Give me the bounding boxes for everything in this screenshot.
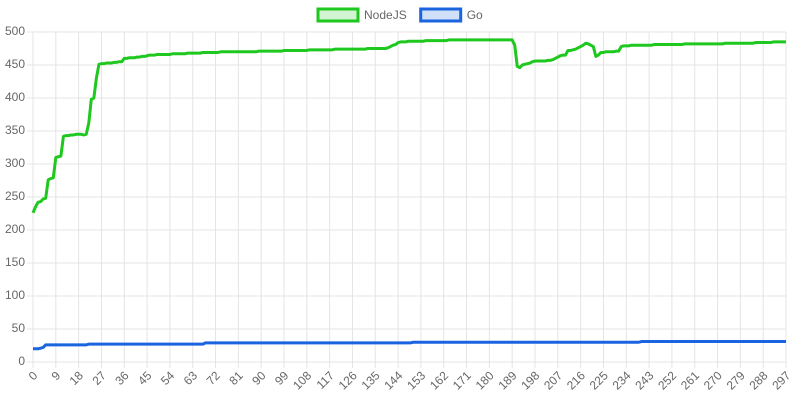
x-tick-label: 126	[336, 368, 360, 392]
x-tick-label: 180	[473, 368, 497, 392]
legend: NodeJS Go	[316, 7, 483, 23]
y-tick-label: 50	[12, 321, 26, 335]
x-tick-label: 153	[404, 368, 428, 392]
x-tick-label: 162	[427, 368, 451, 392]
x-tick-label: 270	[701, 368, 725, 392]
x-tick-label: 207	[541, 368, 565, 392]
x-tick-label: 63	[181, 368, 201, 388]
legend-label: NodeJS	[364, 8, 407, 22]
x-tick-label: 18	[67, 368, 87, 388]
x-tick-label: 144	[381, 368, 405, 392]
legend-item: NodeJS	[316, 7, 407, 23]
x-tick-label: 36	[112, 368, 132, 388]
x-tick-label: 90	[249, 368, 269, 388]
x-tick-label: 81	[226, 368, 246, 388]
x-tick-label: 234	[610, 368, 634, 392]
legend-item: Go	[419, 7, 483, 23]
x-tick-label: 54	[158, 368, 178, 388]
x-tick-label: 279	[724, 368, 748, 392]
y-tick-label: 450	[5, 57, 25, 71]
line-series	[31, 38, 786, 214]
x-tick-label: 189	[495, 368, 519, 392]
x-tick-label: 288	[746, 368, 770, 392]
x-tick-label: 171	[450, 368, 474, 392]
y-tick-label: 0	[18, 354, 25, 368]
y-tick-label: 200	[5, 222, 25, 236]
x-tick-label: 198	[518, 368, 542, 392]
x-tick-label: 99	[272, 368, 292, 388]
x-tick-label: 135	[359, 368, 383, 392]
x-tick-label: 45	[135, 368, 155, 388]
x-tick-label: 252	[655, 368, 679, 392]
x-tick-label: 225	[587, 368, 611, 392]
x-tick-label: 261	[678, 368, 702, 392]
y-tick-label: 150	[5, 255, 25, 269]
x-tick-label: 297	[769, 368, 793, 392]
y-tick-label: 100	[5, 288, 25, 302]
y-tick-label: 300	[5, 156, 25, 170]
y-tick-label: 400	[5, 90, 25, 104]
legend-swatch	[419, 7, 463, 23]
x-tick-label: 72	[204, 368, 224, 388]
legend-label: Go	[467, 8, 483, 22]
x-tick-label: 216	[564, 368, 588, 392]
line-series	[33, 340, 786, 351]
x-tick-label: 27	[89, 368, 109, 388]
x-tick-label: 117	[314, 368, 338, 392]
x-tick-label: 243	[632, 368, 656, 392]
y-tick-label: 250	[5, 189, 25, 203]
y-tick-label: 350	[5, 123, 25, 137]
x-tick-label: 0	[26, 368, 41, 383]
x-tick-label: 108	[290, 368, 314, 392]
y-tick-label: 500	[5, 24, 25, 38]
x-tick-label: 9	[49, 368, 64, 383]
legend-swatch	[316, 7, 360, 23]
